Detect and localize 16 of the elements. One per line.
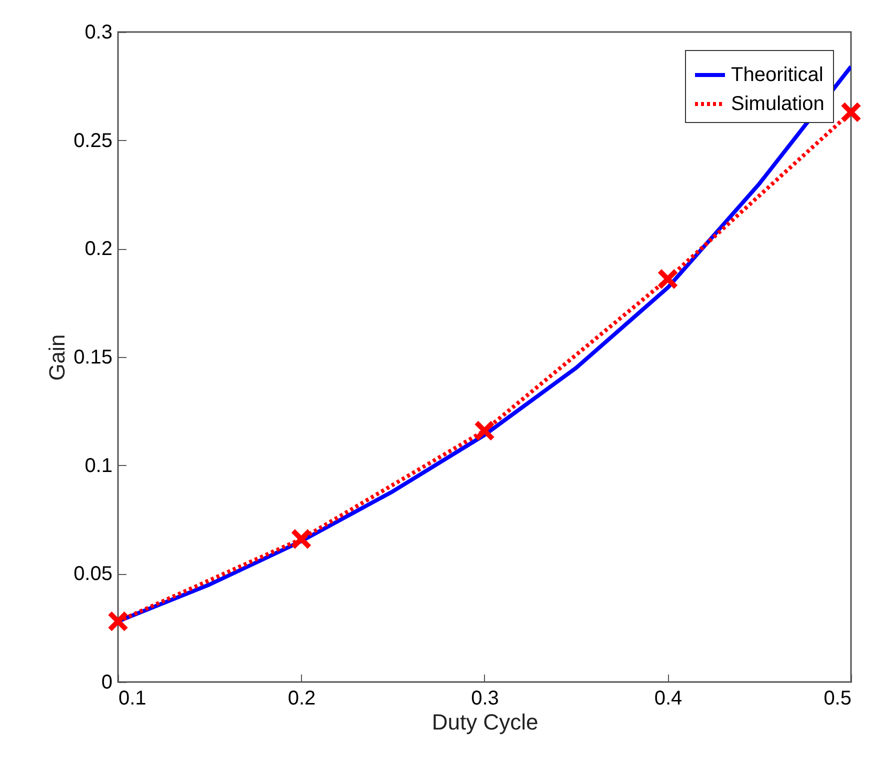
y-tick-label: 0.2 (84, 238, 112, 260)
x-tick-label: 0.3 (471, 688, 499, 710)
x-tick-label: 0.5 (824, 688, 852, 710)
legend-label: Simulation (731, 93, 824, 115)
legend-label: Theoritical (731, 64, 824, 86)
x-tick-label: 0.1 (118, 688, 146, 710)
y-tick-label: 0 (101, 672, 112, 694)
y-tick-label: 0.3 (84, 22, 112, 44)
y-tick-label: 0.1 (84, 454, 112, 477)
x-tick-label: 0.4 (654, 688, 682, 710)
y-tick-label: 0.05 (74, 563, 112, 586)
x-tick-label: 0.2 (288, 688, 316, 710)
x-axis-title: Duty Cycle (432, 710, 538, 734)
y-tick-label: 0.15 (74, 346, 112, 368)
y-axis-title: Gain (44, 334, 70, 381)
y-tick-label: 0.25 (74, 130, 112, 152)
